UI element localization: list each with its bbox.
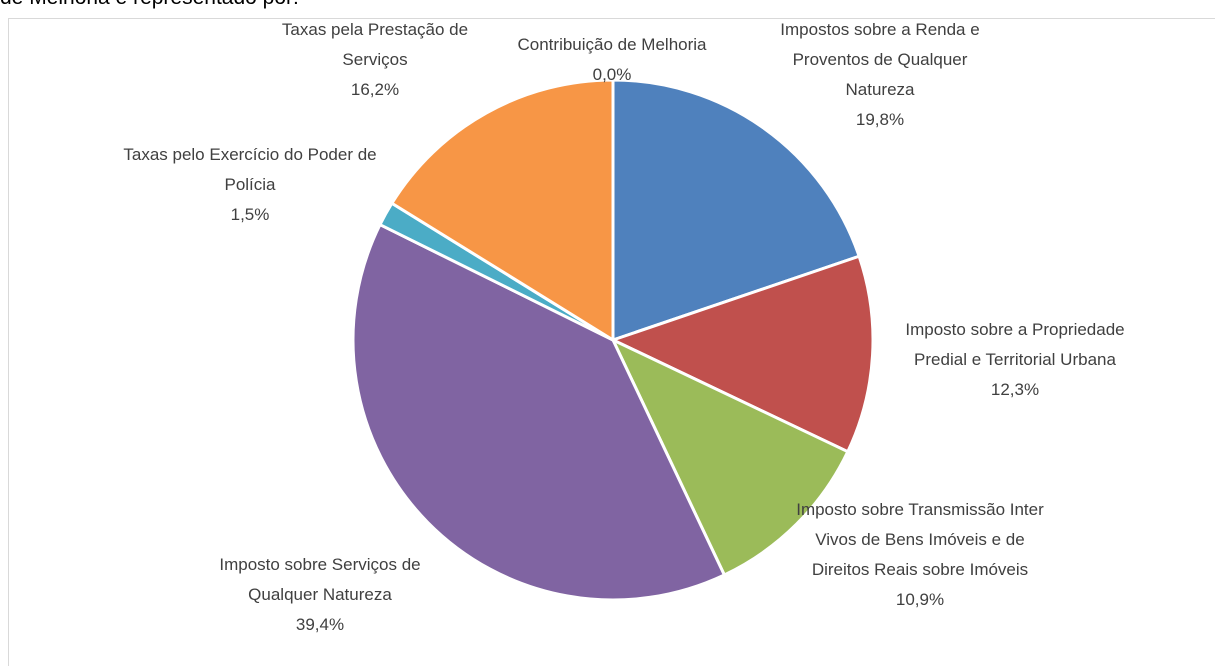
data-label: Imposto sobre Serviços de Qualquer Natur… [205, 550, 435, 640]
data-label: Taxas pelo Exercício do Poder de Polícia… [120, 140, 380, 230]
category-label: Taxas pela Prestação de Serviços [281, 20, 469, 69]
pie-slice [351, 222, 727, 602]
data-label: Imposto sobre a Propriedade Predial e Te… [900, 315, 1130, 405]
category-label: Imposto sobre Transmissão Inter Vivos de… [796, 500, 1044, 579]
data-label: Contribuição de Melhoria 0,0% [517, 30, 707, 90]
value-label: 0,0% [592, 65, 632, 84]
value-label: 1,5% [230, 205, 270, 224]
chart-frame [8, 18, 1215, 666]
category-label: Contribuição de Melhoria [517, 35, 707, 54]
data-label: Imposto sobre Transmissão Inter Vivos de… [795, 495, 1045, 615]
value-label: 39,4% [295, 615, 345, 634]
category-label: Taxas pelo Exercício do Poder de Polícia [123, 145, 377, 194]
header-text: de Melhoria é representado por: [0, 0, 299, 10]
pie-slice [611, 78, 862, 343]
category-label: Imposto sobre a Propriedade Predial e Te… [905, 320, 1125, 369]
category-label: Imposto sobre Serviços de Qualquer Natur… [219, 555, 421, 604]
category-label: Impostos sobre a Renda e Proventos de Qu… [780, 20, 980, 99]
value-label: 12,3% [990, 380, 1040, 399]
pie-slice [389, 78, 615, 343]
value-label: 16,2% [350, 80, 400, 99]
pie-slice [609, 336, 850, 577]
data-label: Taxas pela Prestação de Serviços 16,2% [255, 15, 495, 105]
value-label: 10,9% [895, 590, 945, 609]
pie-slice [609, 254, 875, 454]
data-label: Impostos sobre a Renda e Proventos de Qu… [760, 15, 1000, 135]
value-label: 19,8% [855, 110, 905, 129]
